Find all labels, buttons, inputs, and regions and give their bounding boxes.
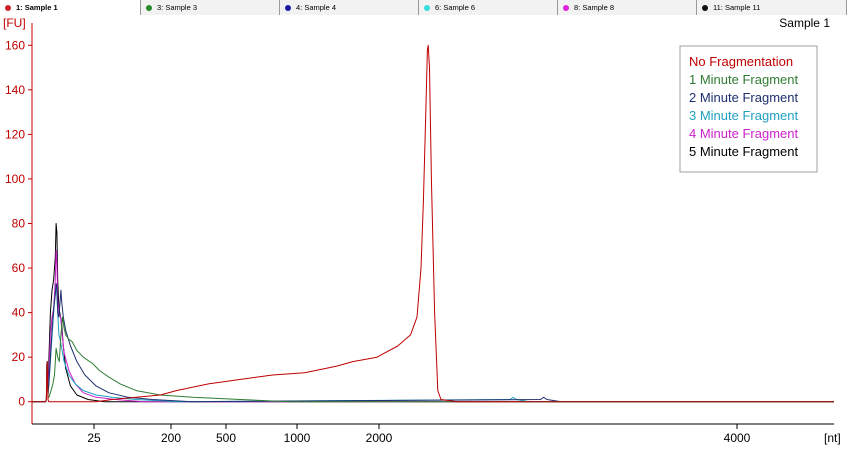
- sample-color-dot-icon: [5, 4, 11, 11]
- y-tick-label: 140: [5, 83, 25, 97]
- electropherogram-chart: [FU] Sample 1 [nt] 0 20 40 60 80 100 120 140 160…: [0, 15, 847, 457]
- legend-entry: 1 Minute Fragment: [689, 72, 798, 87]
- legend: No Fragmentation 1 Minute Fragment 2 Minut…: [679, 45, 818, 173]
- sample-tab-label: 6: Sample 6: [435, 3, 476, 12]
- sample-tab-label: 8: Sample 8: [574, 3, 615, 12]
- x-tick-label: 200: [161, 431, 181, 445]
- x-tick-label: 25: [87, 431, 101, 445]
- sample-color-dot-icon: [702, 4, 708, 11]
- legend-entry: 4 Minute Fragment: [689, 126, 798, 141]
- series-lines: [32, 44, 834, 403]
- sample-tab-bar: 1: Sample 1 3: Sample 3 4: Sample 4 6: Samp…: [0, 0, 847, 16]
- sample-tab-label: 3: Sample 3: [157, 3, 198, 12]
- y-tick-label: 100: [5, 172, 25, 186]
- sample-tab-5[interactable]: 8: Sample 8: [558, 0, 697, 15]
- sample-tab-4[interactable]: 6: Sample 6: [419, 0, 558, 15]
- sample-tab-2[interactable]: 3: Sample 3: [141, 0, 280, 15]
- sample-tab-6[interactable]: 11: Sample 11: [697, 0, 847, 15]
- sample-tab-label: 1: Sample 1: [16, 3, 58, 12]
- y-tick-label: 40: [12, 306, 26, 320]
- sample-color-dot-icon: [424, 4, 430, 11]
- x-tick-label: 500: [216, 431, 236, 445]
- legend-box: [679, 45, 818, 173]
- x-tick-label: 2000: [366, 431, 393, 445]
- legend-entry: 5 Minute Fragment: [689, 144, 798, 159]
- y-tick-label: 0: [18, 395, 25, 409]
- x-axis-unit-label: [nt]: [824, 431, 841, 445]
- axes-group: 0 20 40 60 80 100 120 140 160 25 200 500 1000 2000 400…: [5, 23, 834, 445]
- y-tick-label: 80: [12, 217, 26, 231]
- x-tick-label: 1000: [284, 431, 311, 445]
- legend-entry: 2 Minute Fragment: [689, 90, 798, 105]
- sample-tab-3[interactable]: 4: Sample 4: [280, 0, 419, 15]
- chart-title: Sample 1: [779, 16, 830, 30]
- y-axis-unit-label: [FU]: [3, 16, 26, 30]
- sample-tab-label: 4: Sample 4: [296, 3, 337, 12]
- sample-color-dot-icon: [146, 4, 152, 11]
- legend-entry: No Fragmentation: [689, 54, 793, 69]
- x-tick-label: 4000: [724, 431, 751, 445]
- y-tick-label: 60: [12, 261, 26, 275]
- y-tick-label: 120: [5, 127, 25, 141]
- series-line: [32, 44, 834, 403]
- sample-tab-label: 11: Sample 11: [713, 3, 761, 12]
- y-tick-label: 160: [5, 38, 25, 52]
- sample-color-dot-icon: [285, 4, 291, 11]
- y-tick-label: 20: [12, 350, 26, 364]
- legend-entry: 3 Minute Fragment: [689, 108, 798, 123]
- sample-tab-1[interactable]: 1: Sample 1: [0, 0, 141, 15]
- sample-color-dot-icon: [563, 4, 569, 11]
